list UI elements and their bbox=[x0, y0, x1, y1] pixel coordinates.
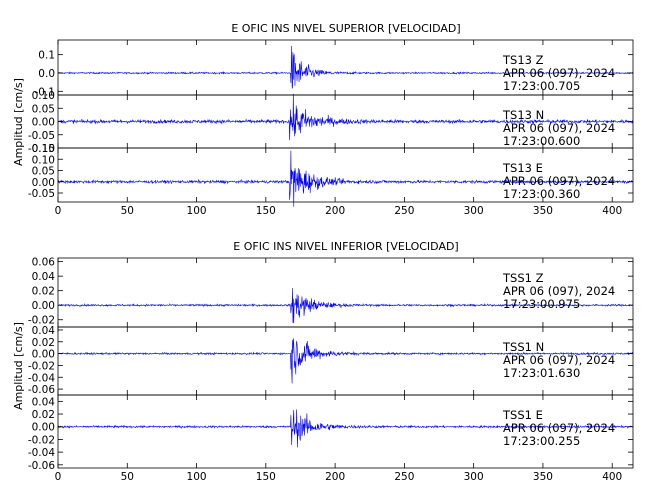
waveform-trace bbox=[57, 287, 634, 324]
x-tick-label: 250 bbox=[394, 205, 414, 217]
x-tick-label: 100 bbox=[187, 471, 207, 483]
y-tick-label: -0.06 bbox=[28, 460, 55, 472]
y-tick-label: 0.15 bbox=[32, 143, 55, 155]
y-tick-label: 0.0 bbox=[38, 68, 55, 80]
panel-annotation-line: TS13 Z bbox=[502, 53, 544, 67]
y-tick-label: -0.02 bbox=[28, 434, 55, 446]
panel-frame bbox=[57, 394, 634, 469]
x-tick-label: 200 bbox=[325, 471, 345, 483]
y-tick-label: -0.1 bbox=[35, 86, 56, 98]
x-tick-label: 400 bbox=[602, 205, 622, 217]
panel-annotation-line: TS13 E bbox=[502, 161, 543, 175]
y-tick-label: -0.04 bbox=[28, 372, 55, 384]
y-tick-label: 0.04 bbox=[32, 396, 56, 408]
upper-y-axis-label: Amplitud [cm/s] bbox=[12, 78, 25, 166]
panel-frame bbox=[57, 147, 634, 203]
panel-annotation-line: 17:23:00.705 bbox=[503, 79, 580, 93]
panel-annotation-line: TS13 N bbox=[502, 108, 544, 122]
x-tick-label: 100 bbox=[187, 205, 207, 217]
y-tick-label: 0.10 bbox=[32, 90, 55, 102]
y-tick-label: 0.00 bbox=[32, 349, 55, 361]
y-tick-label: 0.02 bbox=[32, 286, 55, 298]
panel-annotation-line: TSS1 E bbox=[502, 408, 543, 422]
y-tick-label: 0.1 bbox=[38, 50, 55, 62]
panel-annotation-line: 17:23:00.600 bbox=[503, 134, 580, 148]
x-tick-label: 150 bbox=[256, 471, 276, 483]
panel-annotation-line: TSS1 N bbox=[502, 340, 544, 354]
x-tick-label: 0 bbox=[55, 471, 62, 483]
y-tick-label: 0.05 bbox=[32, 103, 55, 115]
x-tick-label: 150 bbox=[256, 205, 276, 217]
y-tick-label: 0.00 bbox=[32, 177, 55, 189]
waveform-trace bbox=[57, 409, 634, 448]
x-tick-label: 300 bbox=[464, 205, 484, 217]
panel-annotation-line: APR 06 (097), 2024 bbox=[503, 121, 615, 135]
panel-annotation-line: APR 06 (097), 2024 bbox=[503, 353, 615, 367]
lower-y-axis-label: Amplitud [cm/s] bbox=[12, 322, 25, 410]
waveform-trace bbox=[57, 150, 634, 207]
y-tick-label: 0.10 bbox=[32, 154, 55, 166]
y-tick-label: -0.02 bbox=[28, 360, 55, 372]
y-tick-label: -0.05 bbox=[28, 130, 55, 142]
x-tick-label: 0 bbox=[55, 205, 62, 217]
panel-annotation-line: APR 06 (097), 2024 bbox=[503, 174, 615, 188]
y-tick-label: 0.04 bbox=[32, 271, 56, 283]
y-tick-label: -0.02 bbox=[28, 315, 55, 327]
upper-chart-title: E OFIC INS NIVEL SUPERIOR [VELOCIDAD] bbox=[231, 22, 460, 35]
y-tick-label: 0.00 bbox=[32, 300, 55, 312]
y-tick-label: 0.02 bbox=[32, 409, 55, 421]
y-tick-label: 0.02 bbox=[32, 337, 55, 349]
x-tick-label: 300 bbox=[464, 471, 484, 483]
x-tick-label: 50 bbox=[121, 471, 134, 483]
y-tick-label: -0.10 bbox=[28, 143, 55, 155]
panel-annotation-line: 17:23:00.975 bbox=[503, 297, 580, 311]
x-tick-label: 350 bbox=[533, 205, 553, 217]
waveform-trace bbox=[57, 338, 634, 384]
y-tick-label: 0.06 bbox=[32, 257, 56, 269]
y-tick-label: -0.04 bbox=[28, 447, 55, 459]
panel-annotation-line: TSS1 Z bbox=[502, 271, 544, 285]
waveform-trace bbox=[57, 46, 634, 89]
x-tick-label: 50 bbox=[121, 205, 134, 217]
x-tick-label: 200 bbox=[325, 205, 345, 217]
lower-chart-title: E OFIC INS NIVEL INFERIOR [VELOCIDAD] bbox=[233, 240, 458, 253]
y-tick-label: 0.00 bbox=[32, 117, 55, 129]
x-tick-label: 400 bbox=[602, 471, 622, 483]
panel-annotation-line: APR 06 (097), 2024 bbox=[503, 421, 615, 435]
panel-annotation-line: 17:23:00.255 bbox=[503, 434, 580, 448]
y-tick-label: 0.00 bbox=[32, 422, 55, 434]
panel-annotation-line: APR 06 (097), 2024 bbox=[503, 66, 615, 80]
waveform-trace bbox=[57, 93, 634, 141]
panel-annotation-line: 17:23:00.360 bbox=[503, 187, 580, 201]
y-tick-label: 0.04 bbox=[32, 325, 56, 337]
x-tick-label: 250 bbox=[394, 471, 414, 483]
y-tick-label: 0.05 bbox=[32, 166, 55, 178]
panel-annotation-line: 17:23:01.630 bbox=[503, 366, 580, 380]
x-tick-label: 350 bbox=[533, 471, 553, 483]
y-tick-label: -0.06 bbox=[28, 384, 55, 396]
panel-annotation-line: APR 06 (097), 2024 bbox=[503, 284, 615, 298]
y-tick-label: -0.05 bbox=[28, 188, 55, 200]
